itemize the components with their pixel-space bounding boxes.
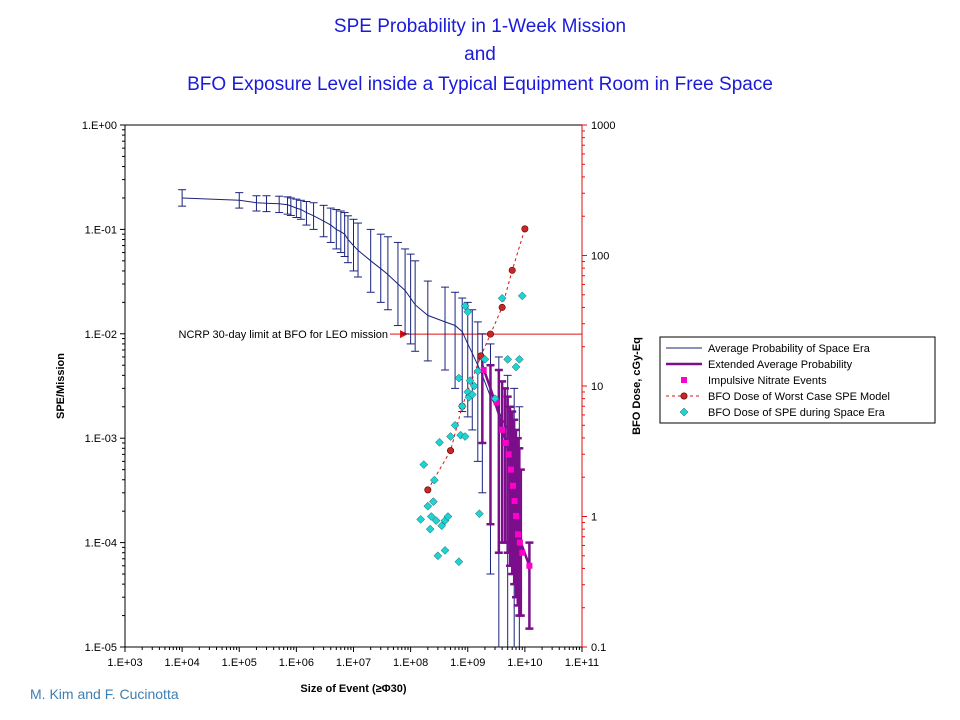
series-3-point [498, 303, 506, 311]
y-left-axis-label: SPE/Mission [55, 353, 67, 419]
legend: Average Probability of Space Era Extended… [659, 336, 936, 424]
series-4-point [435, 437, 444, 447]
series-3-point [486, 330, 494, 338]
series-4-point [426, 512, 436, 521]
series-4-point [511, 362, 521, 372]
series-3-point [508, 266, 516, 274]
y-left-tick-label: 1.E-01 [85, 224, 117, 236]
series-4-point [463, 307, 473, 317]
x-tick-label: 1.E+04 [165, 657, 200, 669]
series-4-point [460, 432, 470, 441]
series-4-point [475, 509, 484, 519]
y-left-tick-label: 1.E-05 [85, 642, 117, 654]
chart-title-line-1: SPE Probability in 1-Week Mission [333, 16, 627, 37]
legend-entry-label: BFO Dose of SPE during Space Era [708, 407, 886, 419]
series-2-point [511, 498, 518, 505]
series-2-point [516, 539, 523, 546]
legend-swatch [680, 392, 688, 400]
legend-swatch [681, 377, 687, 383]
series-4-point [431, 516, 441, 525]
series-4-point [454, 557, 464, 567]
series-4-point [429, 475, 439, 485]
series-3-point [424, 486, 432, 494]
x-tick-label: 1.E+09 [450, 657, 485, 669]
series-4-point [454, 373, 464, 383]
x-tick-label: 1.E+08 [393, 657, 428, 669]
series-4-point [440, 546, 450, 555]
series-4-point [416, 515, 426, 524]
x-tick-label: 1.E+07 [336, 657, 371, 669]
y-left-tick-label: 1.E-04 [85, 538, 117, 550]
legend-entry-label: Average Probability of Space Era [708, 343, 871, 355]
series-2-point [502, 439, 509, 446]
x-tick-label: 1.E+03 [107, 657, 142, 669]
series-4-point [450, 420, 460, 430]
series-4-point [419, 460, 429, 469]
series-4-point [490, 394, 500, 404]
series-2-point [507, 466, 514, 473]
marks-group [178, 189, 534, 647]
series-4-point [460, 301, 470, 311]
series-3-line [427, 228, 526, 491]
series-4-point [473, 366, 483, 376]
series-4-point [514, 355, 524, 364]
y-right-axis-label: BFO Dose, cGy-Eq [631, 337, 643, 435]
series-4-point [425, 524, 435, 534]
series-4-point [446, 432, 455, 441]
series-2-point [505, 451, 512, 458]
series-2-point [519, 549, 526, 556]
series-4-point [497, 293, 507, 303]
x-tick-label: 1.E+06 [279, 657, 314, 669]
series-4-point [433, 551, 443, 561]
x-tick-label: 1.E+11 [565, 657, 599, 669]
chart-title-line-3: BFO Exposure Level inside a Typical Equi… [187, 74, 773, 95]
axes-group: 1.E+03 1.E+04 1.E+05 1.E+06 1.E+07 1.E+08 1.E+… [55, 120, 643, 695]
y-left-tick-label: 1.E-02 [85, 329, 117, 341]
legend-swatch [679, 407, 689, 417]
series-4-point [437, 521, 447, 531]
series-4-point [457, 401, 467, 411]
legend-entry-label: Extended Average Probability [708, 359, 853, 371]
series-2-point [499, 426, 506, 433]
series-4-point [443, 512, 453, 521]
series-4-point [423, 501, 433, 511]
x-tick-label: 1.E+10 [507, 657, 542, 669]
legend-entry-label: BFO Dose of Worst Case SPE Model [708, 391, 890, 403]
series-4-point [469, 381, 479, 391]
series-2-point [510, 482, 517, 489]
legend-box [659, 336, 936, 424]
series-4-point [456, 430, 465, 440]
series-3-point [521, 225, 529, 233]
series-2-point [493, 399, 500, 406]
series-4-point [517, 291, 527, 301]
series-2-point [515, 531, 522, 538]
series-4-point [429, 497, 438, 506]
y-right-tick-label: 1 [591, 512, 597, 524]
chart-title-line-2: and [464, 44, 496, 65]
series-4-point [467, 390, 477, 399]
x-axis-label: Size of Event (≥Φ30) [300, 683, 406, 695]
ncrp-annotation-label: NCRP 30-day limit at BFO for LEO mission [179, 329, 388, 341]
y-left-tick-label: 1.E+00 [82, 120, 117, 132]
x-tick-label: 1.E+05 [222, 657, 257, 669]
y-right-tick-label: 1000 [591, 120, 615, 132]
series-2-point [513, 512, 520, 519]
y-right-tick-label: 0.1 [591, 642, 606, 654]
series-2-point [480, 367, 487, 374]
series-3-point [447, 447, 455, 455]
legend-entry-label: Impulsive Nitrate Events [708, 375, 827, 387]
y-left-tick-label: 1.E-03 [85, 433, 117, 445]
series-2-point [526, 562, 533, 569]
y-right-tick-label: 10 [591, 381, 603, 393]
y-right-tick-label: 100 [591, 251, 609, 263]
series-4-point [503, 355, 513, 364]
series-4-point [480, 355, 490, 364]
author-credit: M. Kim and F. Cucinotta [30, 686, 179, 702]
series-4-point [465, 376, 475, 385]
